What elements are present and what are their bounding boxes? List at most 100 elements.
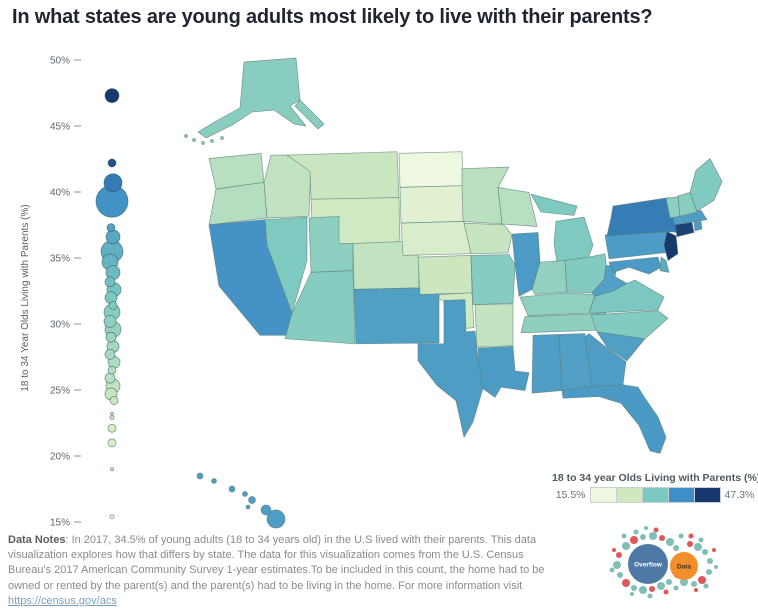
state-MS[interactable] [532,334,562,393]
y-tick-label: 40% [50,188,70,199]
beeswarm-dot[interactable] [108,439,116,447]
logo-bubble [674,586,679,591]
state-NM[interactable] [354,288,439,344]
beeswarm-dot[interactable] [105,277,115,287]
legend-swatch [617,487,643,503]
logo-bubble [649,532,657,540]
logo-bubble [689,534,694,539]
legend-swatch [669,487,695,503]
logo-bubble [630,592,634,596]
logo-bubble [640,534,646,540]
state-ME[interactable] [690,159,722,212]
beeswarm-dot[interactable] [108,424,116,432]
state-HI[interactable] [249,497,256,504]
state-FL[interactable] [562,385,666,454]
beeswarm-dot[interactable] [106,230,120,244]
logo-bubble [707,558,713,564]
state-MO[interactable] [471,255,515,305]
state-RI[interactable] [694,221,702,230]
state-AR[interactable] [475,304,513,347]
beeswarm-dot[interactable] [109,302,117,310]
logo-bubble [617,572,623,578]
y-tick-label: 50% [50,56,70,67]
logo-bubble [613,561,621,569]
y-tick-label: 45% [50,122,70,133]
logo-bubble [699,538,704,543]
state-KS[interactable] [418,255,472,294]
page-title: In what states are young adults most lik… [12,6,752,29]
logo-bubble [657,582,665,590]
state-SD[interactable] [400,186,464,223]
state-AK[interactable] [193,139,196,142]
data-notes-label: Data Notes [8,534,65,546]
beeswarm-dot[interactable] [104,315,116,327]
beeswarm-dot[interactable] [110,515,114,519]
state-MI[interactable] [531,194,577,215]
logo-bubble [648,594,653,599]
census-link[interactable]: https://census.gov/acs [8,595,117,607]
beeswarm-dot[interactable] [105,349,115,359]
logo-bubble [698,576,706,584]
state-HI[interactable] [197,473,203,479]
state-MD[interactable] [609,257,661,274]
logo-bubble [622,579,630,587]
legend-swatch [643,487,669,503]
logo-bubble [691,581,697,587]
beeswarm-dot[interactable] [104,174,122,192]
state-HI[interactable] [267,510,285,528]
logo-bubble [666,579,672,585]
beeswarm-dot[interactable] [110,397,118,405]
state-HI[interactable] [229,486,235,492]
beeswarm-dot[interactable] [111,412,114,415]
data-notes: Data Notes: In 2017, 34.5% of young adul… [8,533,548,609]
legend-min-label: 15.5% [552,489,590,501]
logo-bubble [714,565,718,569]
logo-bubble [634,530,639,535]
state-IA[interactable] [464,223,512,254]
y-tick-label: 15% [50,518,70,529]
state-ND[interactable] [399,152,463,188]
beeswarm-dot[interactable] [108,159,116,167]
state-NJ[interactable] [664,232,678,261]
logo-bubble [704,584,709,589]
state-OR[interactable] [209,182,267,225]
beeswarm-dot[interactable] [107,224,115,232]
beeswarm-dot[interactable] [105,373,115,383]
logo-bubble [673,545,679,551]
logo-bubble [666,538,674,546]
state-AK[interactable] [198,58,306,138]
legend-swatch [695,487,721,503]
logo-bubble [694,588,698,592]
state-NE[interactable] [401,221,471,255]
state-AK[interactable] [185,135,188,138]
beeswarm-dot[interactable] [105,89,119,103]
state-LA[interactable] [478,346,529,397]
state-AK[interactable] [211,140,214,143]
y-tick-label: 30% [50,320,70,331]
state-HI[interactable] [243,492,248,497]
logo-bubble [631,585,637,591]
state-AK[interactable] [202,142,205,145]
y-tick-label: 20% [50,452,70,463]
state-KY[interactable] [520,293,595,316]
us-choropleth-map [148,48,758,538]
logo-overflow-label: Overflow [634,562,663,569]
logo-bubble [649,586,655,592]
logo-bubble [694,543,702,551]
beeswarm-dot[interactable] [106,332,116,342]
beeswarm-dot[interactable] [111,468,114,471]
y-tick-label: 25% [50,386,70,397]
logo-bubble [659,535,665,541]
legend-color-ramp [590,487,721,503]
logo-bubble [644,526,648,530]
logo-bubble [664,590,669,595]
state-HI[interactable] [246,505,250,509]
state-HI[interactable] [212,479,217,484]
state-AK[interactable] [221,137,224,140]
data-notes-text: : In 2017, 34.5% of young adults (18 to … [8,534,545,592]
logo-bubble [706,569,712,575]
logo-bubble [639,586,647,594]
state-WI[interactable] [498,187,537,226]
beeswarm-dot[interactable] [110,416,114,420]
beeswarm-dot[interactable] [108,366,116,374]
